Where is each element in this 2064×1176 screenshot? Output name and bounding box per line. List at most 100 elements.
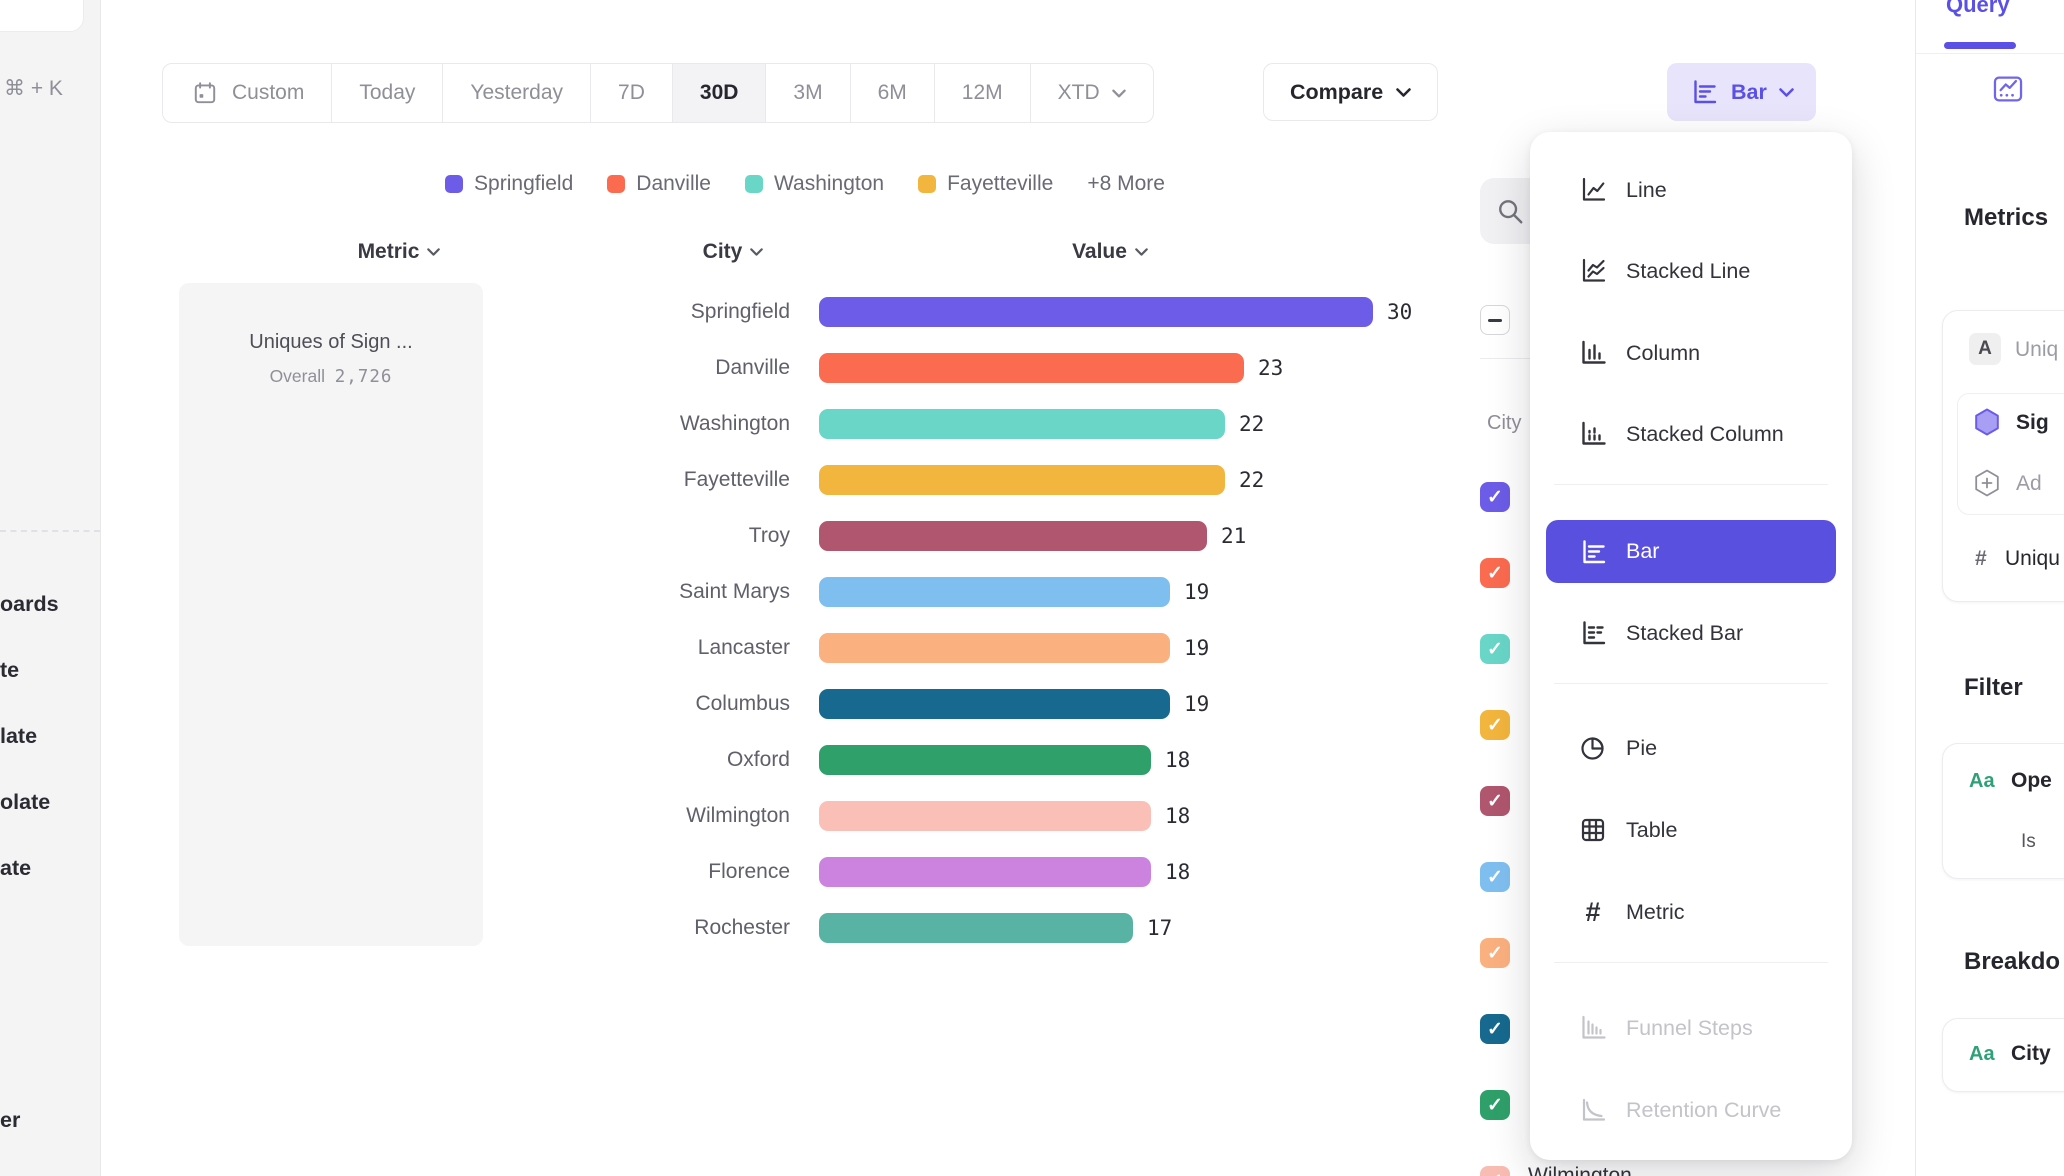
sidebar-item-4[interactable]: ate [0, 856, 32, 880]
bar[interactable] [819, 801, 1151, 831]
date-range-label: 7D [618, 81, 645, 104]
tab-query[interactable]: Query [1946, 0, 2010, 17]
add-hexagon-icon[interactable] [1972, 468, 2002, 498]
sidebar-item-1[interactable]: te [0, 658, 20, 682]
sidebar-item-2[interactable]: late [0, 724, 38, 748]
date-range-7d[interactable]: 7D [591, 64, 673, 122]
add-label: Ad [2016, 472, 2042, 495]
pie-chart-icon [1578, 733, 1608, 763]
event-card[interactable]: Sig Ad [1957, 393, 2064, 515]
menu-item-table[interactable]: Table [1546, 808, 1836, 852]
bar[interactable] [819, 409, 1225, 439]
insights-chart-icon[interactable] [1991, 72, 2025, 106]
table-icon [1578, 815, 1608, 845]
filter-operator[interactable]: Is [2021, 831, 2036, 852]
menu-item-line[interactable]: Line [1546, 168, 1836, 212]
sidebar-item-3[interactable]: olate [0, 790, 51, 814]
breakdown-property: City [2011, 1042, 2051, 1065]
bar-row: Columbus 19 [100, 689, 1209, 719]
city-checkbox-checked[interactable]: ✓ [1480, 482, 1510, 512]
bar-row: Oxford 18 [100, 745, 1190, 775]
select-all-checkbox-indeterminate[interactable] [1480, 305, 1510, 335]
bar-category-label: Rochester [694, 916, 790, 939]
city-checkbox-checked[interactable]: ✓ [1480, 938, 1510, 968]
sidebar: ⌘ + K oards te late olate ate er [0, 0, 101, 1176]
legend-more[interactable]: +8 More [1087, 172, 1165, 196]
date-range-3m[interactable]: 3M [766, 64, 851, 122]
bar[interactable] [819, 465, 1225, 495]
breakdown-card[interactable]: Aa City [1942, 1018, 2064, 1092]
date-range-30d[interactable]: 30D [672, 64, 767, 122]
legend-swatch [744, 175, 763, 193]
legend-swatch [918, 175, 937, 193]
bar-category-label: Troy [748, 524, 790, 547]
menu-item-stacked-bar[interactable]: Stacked Bar [1546, 611, 1836, 655]
menu-item-stacked-column[interactable]: Stacked Column [1546, 412, 1836, 456]
city-list-item-label[interactable]: Wilmington [1528, 1164, 1632, 1176]
legend-item[interactable]: Fayetteville [918, 172, 1053, 196]
date-range-12m[interactable]: 12M [935, 64, 1031, 122]
unique-measure-label: Uniqu [2005, 547, 2060, 570]
menu-divider [1554, 962, 1828, 963]
bar-row: Rochester 17 [100, 913, 1172, 943]
event-name: Sig [2016, 411, 2049, 434]
compare-button[interactable]: Compare [1263, 63, 1439, 121]
bar-value: 17 [1147, 916, 1173, 940]
date-range-label: Yesterday [470, 81, 564, 104]
menu-item-bar[interactable]: Bar [1546, 520, 1836, 583]
date-range-6m[interactable]: 6M [851, 64, 935, 122]
filter-card[interactable]: Aa Ope Is i [1942, 743, 2064, 879]
sidebar-divider [0, 530, 100, 532]
bar[interactable] [819, 689, 1170, 719]
bar[interactable] [819, 745, 1151, 775]
bar-value: 22 [1239, 468, 1265, 492]
legend-item[interactable]: Springfield [445, 172, 573, 196]
bar-category-label: Wilmington [686, 804, 790, 827]
column-header-value[interactable]: Value [1010, 240, 1210, 264]
metric-panel[interactable]: Uniques of Sign ... Overall 2,726 [179, 283, 483, 946]
chart-type-button[interactable]: Bar [1667, 63, 1816, 121]
tab-active-underline [1944, 42, 2016, 49]
stacked-bar-chart-icon [1578, 618, 1608, 648]
sidebar-item-5[interactable]: er [0, 1108, 21, 1132]
header-label: Value [1072, 240, 1127, 263]
bar[interactable] [819, 521, 1207, 551]
sidebar-item-boards[interactable]: oards [0, 592, 59, 616]
menu-item-column[interactable]: Column [1546, 331, 1836, 375]
sidebar-search-box[interactable] [0, 0, 84, 32]
filter-heading: Filter [1964, 674, 2023, 701]
date-range-label: XTD [1057, 81, 1100, 104]
bar[interactable] [819, 913, 1133, 943]
metrics-card[interactable]: A Uniq Sig Ad # Uniqu [1942, 310, 2064, 602]
menu-item-metric[interactable]: # Metric [1546, 890, 1836, 934]
city-checkbox-checked[interactable]: ✓ [1480, 862, 1510, 892]
legend-swatch [607, 175, 626, 193]
stacked-line-chart-icon [1578, 256, 1608, 286]
legend-item[interactable]: Danville [607, 172, 711, 196]
bar[interactable] [819, 297, 1373, 327]
menu-item-stacked-line[interactable]: Stacked Line [1546, 249, 1836, 293]
bar[interactable] [819, 577, 1170, 607]
legend-label: Danville [636, 172, 711, 195]
city-checkbox-checked[interactable]: ✓ [1480, 558, 1510, 588]
city-checkbox-checked[interactable]: ✓ [1480, 1166, 1510, 1176]
city-checkbox-checked[interactable]: ✓ [1480, 1090, 1510, 1120]
city-checkbox-checked[interactable]: ✓ [1480, 710, 1510, 740]
bar[interactable] [819, 633, 1170, 663]
legend-item[interactable]: Washington [744, 172, 884, 196]
city-checkbox-checked[interactable]: ✓ [1480, 1014, 1510, 1044]
city-checkbox-checked[interactable]: ✓ [1480, 634, 1510, 664]
city-checkbox-checked[interactable]: ✓ [1480, 786, 1510, 816]
menu-item-pie[interactable]: Pie [1546, 726, 1836, 770]
bar[interactable] [819, 857, 1151, 887]
bar[interactable] [819, 353, 1244, 383]
column-header-city[interactable]: City [633, 240, 833, 264]
date-range-yesterday[interactable]: Yesterday [443, 64, 592, 122]
date-range-today[interactable]: Today [332, 64, 444, 122]
legend-label: Springfield [474, 172, 574, 195]
date-range-xtd[interactable]: XTD [1031, 64, 1153, 122]
date-range-custom[interactable]: Custom [163, 64, 333, 122]
chevron-down-icon [1135, 248, 1148, 256]
bar-value: 18 [1165, 748, 1191, 772]
column-header-metric[interactable]: Metric [299, 240, 499, 264]
